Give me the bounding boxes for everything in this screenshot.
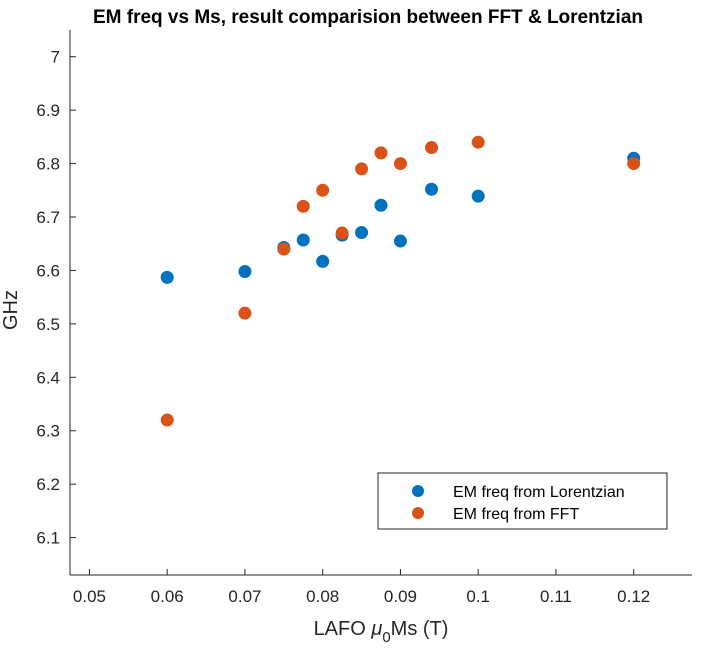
y-tick-label: 6.1 xyxy=(36,529,60,548)
legend-label-fft: EM freq from FFT xyxy=(453,506,579,523)
x-tick-label: 0.11 xyxy=(540,587,572,606)
x-tick-label: 0.12 xyxy=(617,587,650,606)
legend-label-lorentzian: EM freq from Lorentzian xyxy=(453,484,625,501)
legend-box xyxy=(377,472,668,530)
fft-point xyxy=(393,157,407,171)
data-points xyxy=(160,135,641,427)
legend: EM freq from Lorentzian EM freq from FFT xyxy=(377,472,668,530)
fft-point xyxy=(238,306,252,320)
y-tick-label: 6.7 xyxy=(36,208,60,227)
fft-point xyxy=(296,199,310,213)
chart-title: EM freq vs Ms, result comparision betwee… xyxy=(93,7,643,28)
legend-marker-fft xyxy=(412,507,424,519)
fft-point xyxy=(425,141,439,155)
lorentzian-point xyxy=(238,265,252,279)
x-axis-ticks: 0.05 0.06 0.07 0.08 0.09 0.1 0.11 0.12 xyxy=(73,569,650,606)
fft-point xyxy=(160,413,174,427)
x-tick-label: 0.09 xyxy=(384,587,417,606)
fft-point xyxy=(355,162,369,176)
x-tick-label: 0.07 xyxy=(228,587,261,606)
y-tick-label: 6.2 xyxy=(36,475,60,494)
y-tick-label: 6.8 xyxy=(36,155,60,174)
lorentzian-point xyxy=(393,234,407,248)
fft-point xyxy=(374,146,388,160)
lorentzian-point xyxy=(355,226,369,240)
x-tick-label: 0.06 xyxy=(151,587,184,606)
y-tick-label: 6.6 xyxy=(36,261,60,280)
y-tick-label: 6.4 xyxy=(36,368,60,387)
lorentzian-point xyxy=(160,270,174,284)
plot-area: 0.05 0.06 0.07 0.08 0.09 0.1 0.11 0.12 6.16.26.… xyxy=(36,30,692,606)
legend-marker-lorentzian xyxy=(412,485,424,497)
y-tick-label: 6.3 xyxy=(36,422,60,441)
x-axis-label-suffix: Ms (T) xyxy=(391,618,449,640)
lorentzian-point xyxy=(374,198,388,212)
y-tick-label: 7 xyxy=(51,48,60,67)
lorentzian-point xyxy=(471,189,485,203)
fft-point xyxy=(627,157,641,171)
x-axis-label-subscript: 0 xyxy=(382,629,390,646)
x-axis-label-prefix: LAFO xyxy=(314,618,372,640)
x-axis-label: LAFO μ0Ms (T) xyxy=(314,618,449,646)
fft-point xyxy=(471,135,485,149)
lorentzian-point xyxy=(296,233,310,247)
y-tick-label: 6.5 xyxy=(36,315,60,334)
fft-point xyxy=(316,183,330,197)
y-axis-ticks: 6.1 6.2 6.3 6.4 6.5 6.6 6.7 6.8 6.9 7 xyxy=(36,48,76,548)
lorentzian-point xyxy=(425,182,439,196)
x-tick-label: 0.05 xyxy=(73,587,106,606)
x-tick-label: 0.1 xyxy=(466,587,490,606)
x-axis-label-symbol: μ xyxy=(370,618,382,640)
y-tick-label: 6.9 xyxy=(36,101,60,120)
y-axis-label: GHz xyxy=(0,290,22,330)
fft-point xyxy=(277,242,291,256)
fft-point xyxy=(335,226,349,240)
lorentzian-point xyxy=(316,254,330,268)
x-tick-label: 0.08 xyxy=(306,587,339,606)
